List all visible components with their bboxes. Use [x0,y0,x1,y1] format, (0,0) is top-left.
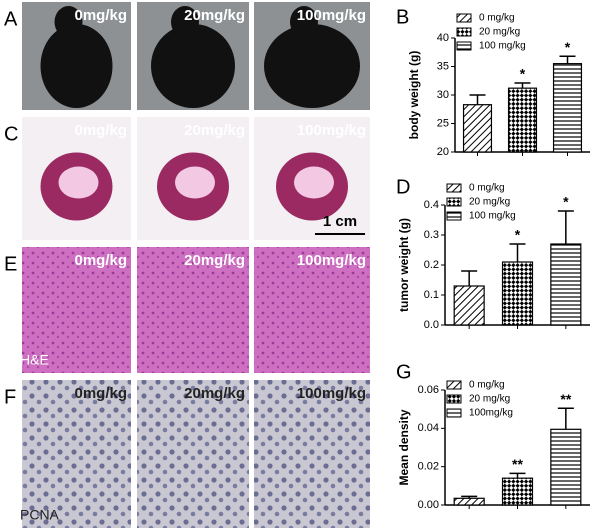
error-bar [557,407,574,430]
error-bar [514,82,531,89]
legend-swatch [446,408,462,418]
mouse [264,24,360,108]
tumor-core [175,166,215,199]
stain-label: PCNA [20,507,60,523]
legend-swatch [446,394,462,404]
legend-label: 100mg/kg [469,408,513,419]
mouse-head [290,6,318,38]
legend-swatch [446,211,462,221]
significance: * [520,66,526,82]
y-tick-label: 0.02 [418,461,439,473]
legend-label: 20 mg/kg [469,394,510,405]
micrograph [254,247,370,373]
dose-label: 20mg/kg [184,122,245,139]
panel-letter: F [4,386,16,408]
significance: * [565,39,571,55]
legend-swatch [456,13,472,23]
dose-label: 100mg/kg [297,252,366,269]
dose-label: 0mg/kg [74,7,127,24]
significance: ** [560,391,571,407]
error-bar [557,210,574,244]
y-tick-label: 0.4 [424,199,439,211]
dose-label: 100mg/kg [297,385,366,402]
dose-label: 0mg/kg [74,252,127,269]
bar [507,87,538,153]
y-axis-label: body weight (g) [407,51,421,140]
panel-letter: A [4,8,18,30]
significance: * [563,194,569,210]
micrograph [22,380,131,528]
panel-letter: C [4,123,18,145]
scale-bar-label: 1 cm [323,213,357,230]
y-tick-label: 0.3 [424,229,439,241]
mouse [40,24,113,108]
bar [453,285,485,326]
legend-swatch [446,380,462,390]
legend-swatch [456,27,472,37]
tumor-core [58,166,99,199]
significance: ** [512,456,523,472]
y-tick-label: 0.1 [424,289,439,301]
bar [501,261,534,326]
bar [552,63,583,153]
bar [550,243,582,326]
bar [462,104,493,153]
legend-swatch [446,183,462,193]
y-tick-label: 25 [437,117,449,129]
y-tick-label: 40 [437,32,449,44]
bar [453,497,485,506]
dose-label: 100mg/kg [297,7,366,24]
dose-label: 20mg/kg [184,385,245,402]
error-bar [469,94,486,105]
dose-label: 100mg/kg [297,122,366,139]
bar [501,477,534,506]
error-bar [509,243,526,262]
y-tick-label: 30 [437,89,449,101]
panel-letter: E [4,253,17,275]
mouse-head [171,6,199,38]
dose-label: 20mg/kg [184,252,245,269]
legend-label: 0 mg/kg [469,380,505,391]
dose-label: 0mg/kg [74,385,127,402]
legend-label: 0 mg/kg [469,183,505,194]
panel-letter: G [396,361,412,383]
dose-label: 0mg/kg [74,122,127,139]
legend-label: 20 mg/kg [469,197,510,208]
stain-label: H&E [20,352,49,368]
micrograph [137,247,249,373]
y-tick-label: 0.0 [424,319,439,331]
legend-label: 100 mg/kg [479,41,526,52]
micrograph [254,380,370,528]
y-tick-label: 0.04 [418,422,439,434]
panel-letter: B [396,6,409,28]
significance: * [515,227,521,243]
error-bar [559,55,576,64]
bar [550,428,582,506]
tumor-core [294,166,334,199]
panel-letter: D [396,176,410,198]
legend-label: 0 mg/kg [479,13,515,24]
legend-swatch [456,41,472,51]
legend-swatch [446,197,462,207]
legend-label: 20 mg/kg [479,27,520,38]
y-axis-label: Mean density [397,409,411,485]
error-bar [461,495,478,499]
micrograph [137,380,249,528]
y-tick-label: 0.00 [418,499,439,511]
y-tick-label: 20 [437,146,449,158]
micrograph [22,247,131,373]
y-tick-label: 0.06 [418,384,439,396]
mouse [151,24,235,108]
dose-label: 20mg/kg [184,7,245,24]
legend-label: 100 mg/kg [469,211,516,222]
y-axis-label: tumor weight (g) [397,218,411,312]
error-bar [509,472,526,479]
error-bar [461,270,478,286]
mouse-head [54,6,83,38]
y-tick-label: 0.2 [424,259,439,271]
y-tick-label: 35 [437,60,449,72]
